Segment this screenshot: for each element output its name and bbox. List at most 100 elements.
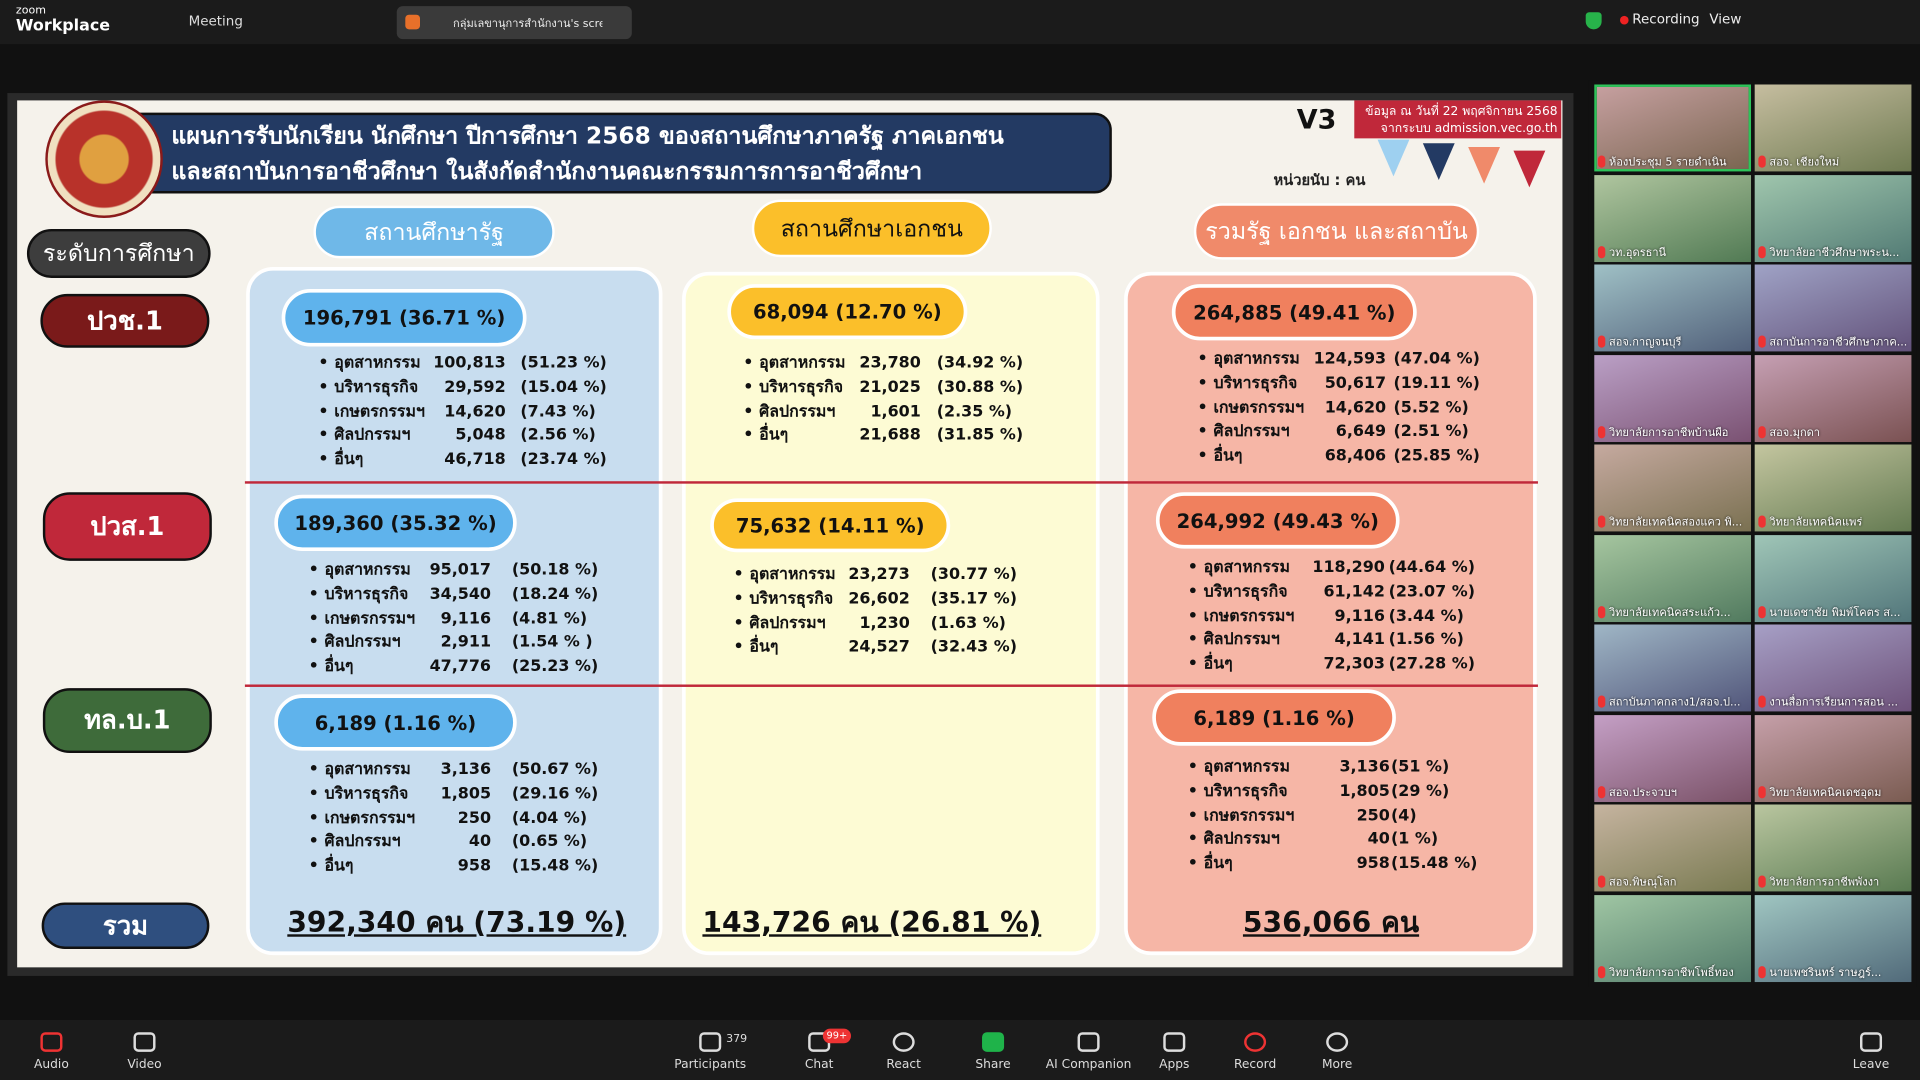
item-value: 21,688 — [859, 426, 921, 445]
item-percent: (1 %) — [1391, 830, 1439, 850]
item-percent: (15.48 %) — [1391, 854, 1478, 874]
item-value: 4,141 — [1334, 631, 1385, 650]
video-tile[interactable] — [1754, 894, 1912, 982]
participant-name: วท.อุดรธานี — [1608, 246, 1667, 259]
share-chip[interactable] — [396, 6, 632, 40]
video-tile[interactable] — [1594, 624, 1752, 712]
toolbar-label[interactable]: AI Companion — [1045, 1057, 1132, 1072]
unit: หน่วยนับ : คน — [1273, 171, 1366, 189]
meeting-menu[interactable]: Meeting — [188, 13, 243, 30]
tile-mic-muted — [1758, 335, 1766, 348]
video-tile[interactable] — [1754, 714, 1912, 802]
column-header: รวมรัฐ เอกชน และสถาบัน — [1193, 203, 1480, 260]
video-tile[interactable] — [1594, 714, 1752, 802]
chat-badge: 99+ — [822, 1028, 851, 1044]
recording[interactable]: Recording — [1632, 11, 1700, 27]
video-tile[interactable] — [1754, 264, 1912, 352]
item-percent: (27.28 %) — [1388, 655, 1475, 674]
video-tile[interactable] — [1594, 174, 1752, 262]
video-tile[interactable] — [1754, 174, 1912, 262]
item-name: ศิลปกรรมฯ — [743, 401, 835, 423]
share-icon — [405, 14, 420, 30]
toolbar-label[interactable]: Share — [975, 1057, 1011, 1072]
video-tile[interactable] — [1754, 624, 1912, 712]
item-value: 46,718 — [444, 450, 506, 470]
tile-mic-muted — [1597, 785, 1606, 798]
item-value: 1,601 — [870, 402, 921, 421]
item-percent: (50.18 %) — [511, 560, 599, 580]
toolbar-label[interactable]: React — [886, 1057, 921, 1072]
video-tile[interactable] — [1594, 354, 1752, 442]
title-line: และสถาบันการอาชีวศึกษา ในสังกัดสำนักงานค… — [171, 157, 923, 185]
participant-name: วิทยาลัยการอาชีพโพธิ์ทอง — [1608, 966, 1734, 979]
item-percent: (4.81 %) — [511, 609, 588, 628]
item-name: บริหารธุรกิจ — [1188, 581, 1288, 603]
toolbar-label[interactable]: Leave — [1852, 1057, 1890, 1072]
video-tile[interactable] — [1594, 894, 1752, 982]
participant-name: วิทยาลัยเทคนิคแพร่ — [1769, 516, 1863, 529]
tile-mic-muted — [1758, 245, 1766, 258]
item-value: 100,813 — [433, 353, 506, 373]
item-value: 3,136 — [1339, 757, 1390, 777]
item-value: 23,273 — [848, 565, 910, 585]
video-tile[interactable] — [1754, 84, 1912, 172]
item-percent: (50.67 %) — [511, 760, 599, 779]
item-name: ศิลปกรรมฯ — [1188, 829, 1280, 851]
tile-mic-muted — [1758, 605, 1766, 618]
participant-name: วิทยาลัยการอาชีพบ้านผือ — [1608, 426, 1729, 439]
video-tile[interactable] — [1754, 444, 1912, 532]
item-name: อื่นๆ — [319, 450, 364, 472]
item-name: บริหารธุรกิจ — [309, 584, 409, 606]
item-value: 26,602 — [848, 589, 910, 609]
toolbar-label[interactable]: Record — [1233, 1057, 1277, 1072]
participant-name: วิทยาลัยอาชีวศึกษาพระน... — [1769, 246, 1900, 259]
video-tile[interactable] — [1594, 84, 1752, 172]
participant-name: สอจ.มุกดา — [1769, 426, 1820, 439]
version: V3 — [1296, 105, 1337, 136]
view-menu[interactable]: View — [1709, 11, 1742, 27]
participant-name: สถาบันการอาชีวศึกษาภาค... — [1769, 336, 1908, 349]
item-percent: (1.56 %) — [1388, 631, 1464, 650]
title-banner — [73, 112, 1112, 194]
video-tile[interactable] — [1754, 804, 1912, 892]
tile-mic-muted — [1597, 965, 1606, 978]
participant-name: นายเดชาชัย พิมพ์โคตร ส... — [1769, 606, 1901, 619]
video-tile[interactable] — [1754, 354, 1912, 442]
item-value: 40 — [468, 833, 492, 852]
item-name: อุตสาหกรรม — [318, 353, 420, 375]
item-value: 14,620 — [1324, 398, 1387, 418]
level-label: รวม — [41, 902, 210, 949]
item-name: อื่นๆ — [1188, 654, 1233, 676]
item-name: อุตสาหกรรม — [733, 564, 835, 586]
toolbar-label[interactable]: Chat — [804, 1057, 834, 1072]
item-percent: (29.16 %) — [511, 784, 599, 804]
tile-mic-muted — [1758, 425, 1766, 438]
item-percent: (30.88 %) — [936, 378, 1024, 397]
bunting-flag — [1377, 139, 1410, 177]
item-value: 118,290 — [1312, 558, 1385, 577]
tile-mic-muted — [1758, 785, 1766, 798]
item-percent: (3.44 %) — [1388, 606, 1464, 626]
toolbar-label[interactable]: Participants — [674, 1057, 747, 1072]
item-percent: (51.23 %) — [520, 353, 607, 373]
item-value: 23,780 — [859, 353, 921, 373]
toolbar-label[interactable]: Audio — [34, 1057, 69, 1072]
item-name: อื่นๆ — [1198, 446, 1243, 468]
item-percent: (5.52 %) — [1393, 398, 1469, 418]
toolbar-label[interactable]: Video — [127, 1057, 162, 1072]
video-tile[interactable] — [1754, 534, 1912, 622]
item-name: บริหารธุรกิจ — [1198, 373, 1298, 395]
item-percent: (34.92 %) — [936, 353, 1024, 373]
video-tile[interactable] — [1594, 804, 1752, 892]
toolbar-icon — [699, 1032, 722, 1052]
video-tile[interactable] — [1594, 264, 1752, 352]
toolbar-label[interactable]: Apps — [1159, 1057, 1190, 1072]
video-tile[interactable] — [1594, 534, 1752, 622]
bunting-flag — [1468, 146, 1500, 184]
video-tile[interactable] — [1594, 444, 1752, 532]
source-line: จากระบบ admission.vec.go.th — [1380, 122, 1558, 136]
participants-count: 379 — [726, 1033, 748, 1046]
item-value: 250 — [1356, 806, 1390, 825]
toolbar-label[interactable]: More — [1321, 1057, 1353, 1072]
